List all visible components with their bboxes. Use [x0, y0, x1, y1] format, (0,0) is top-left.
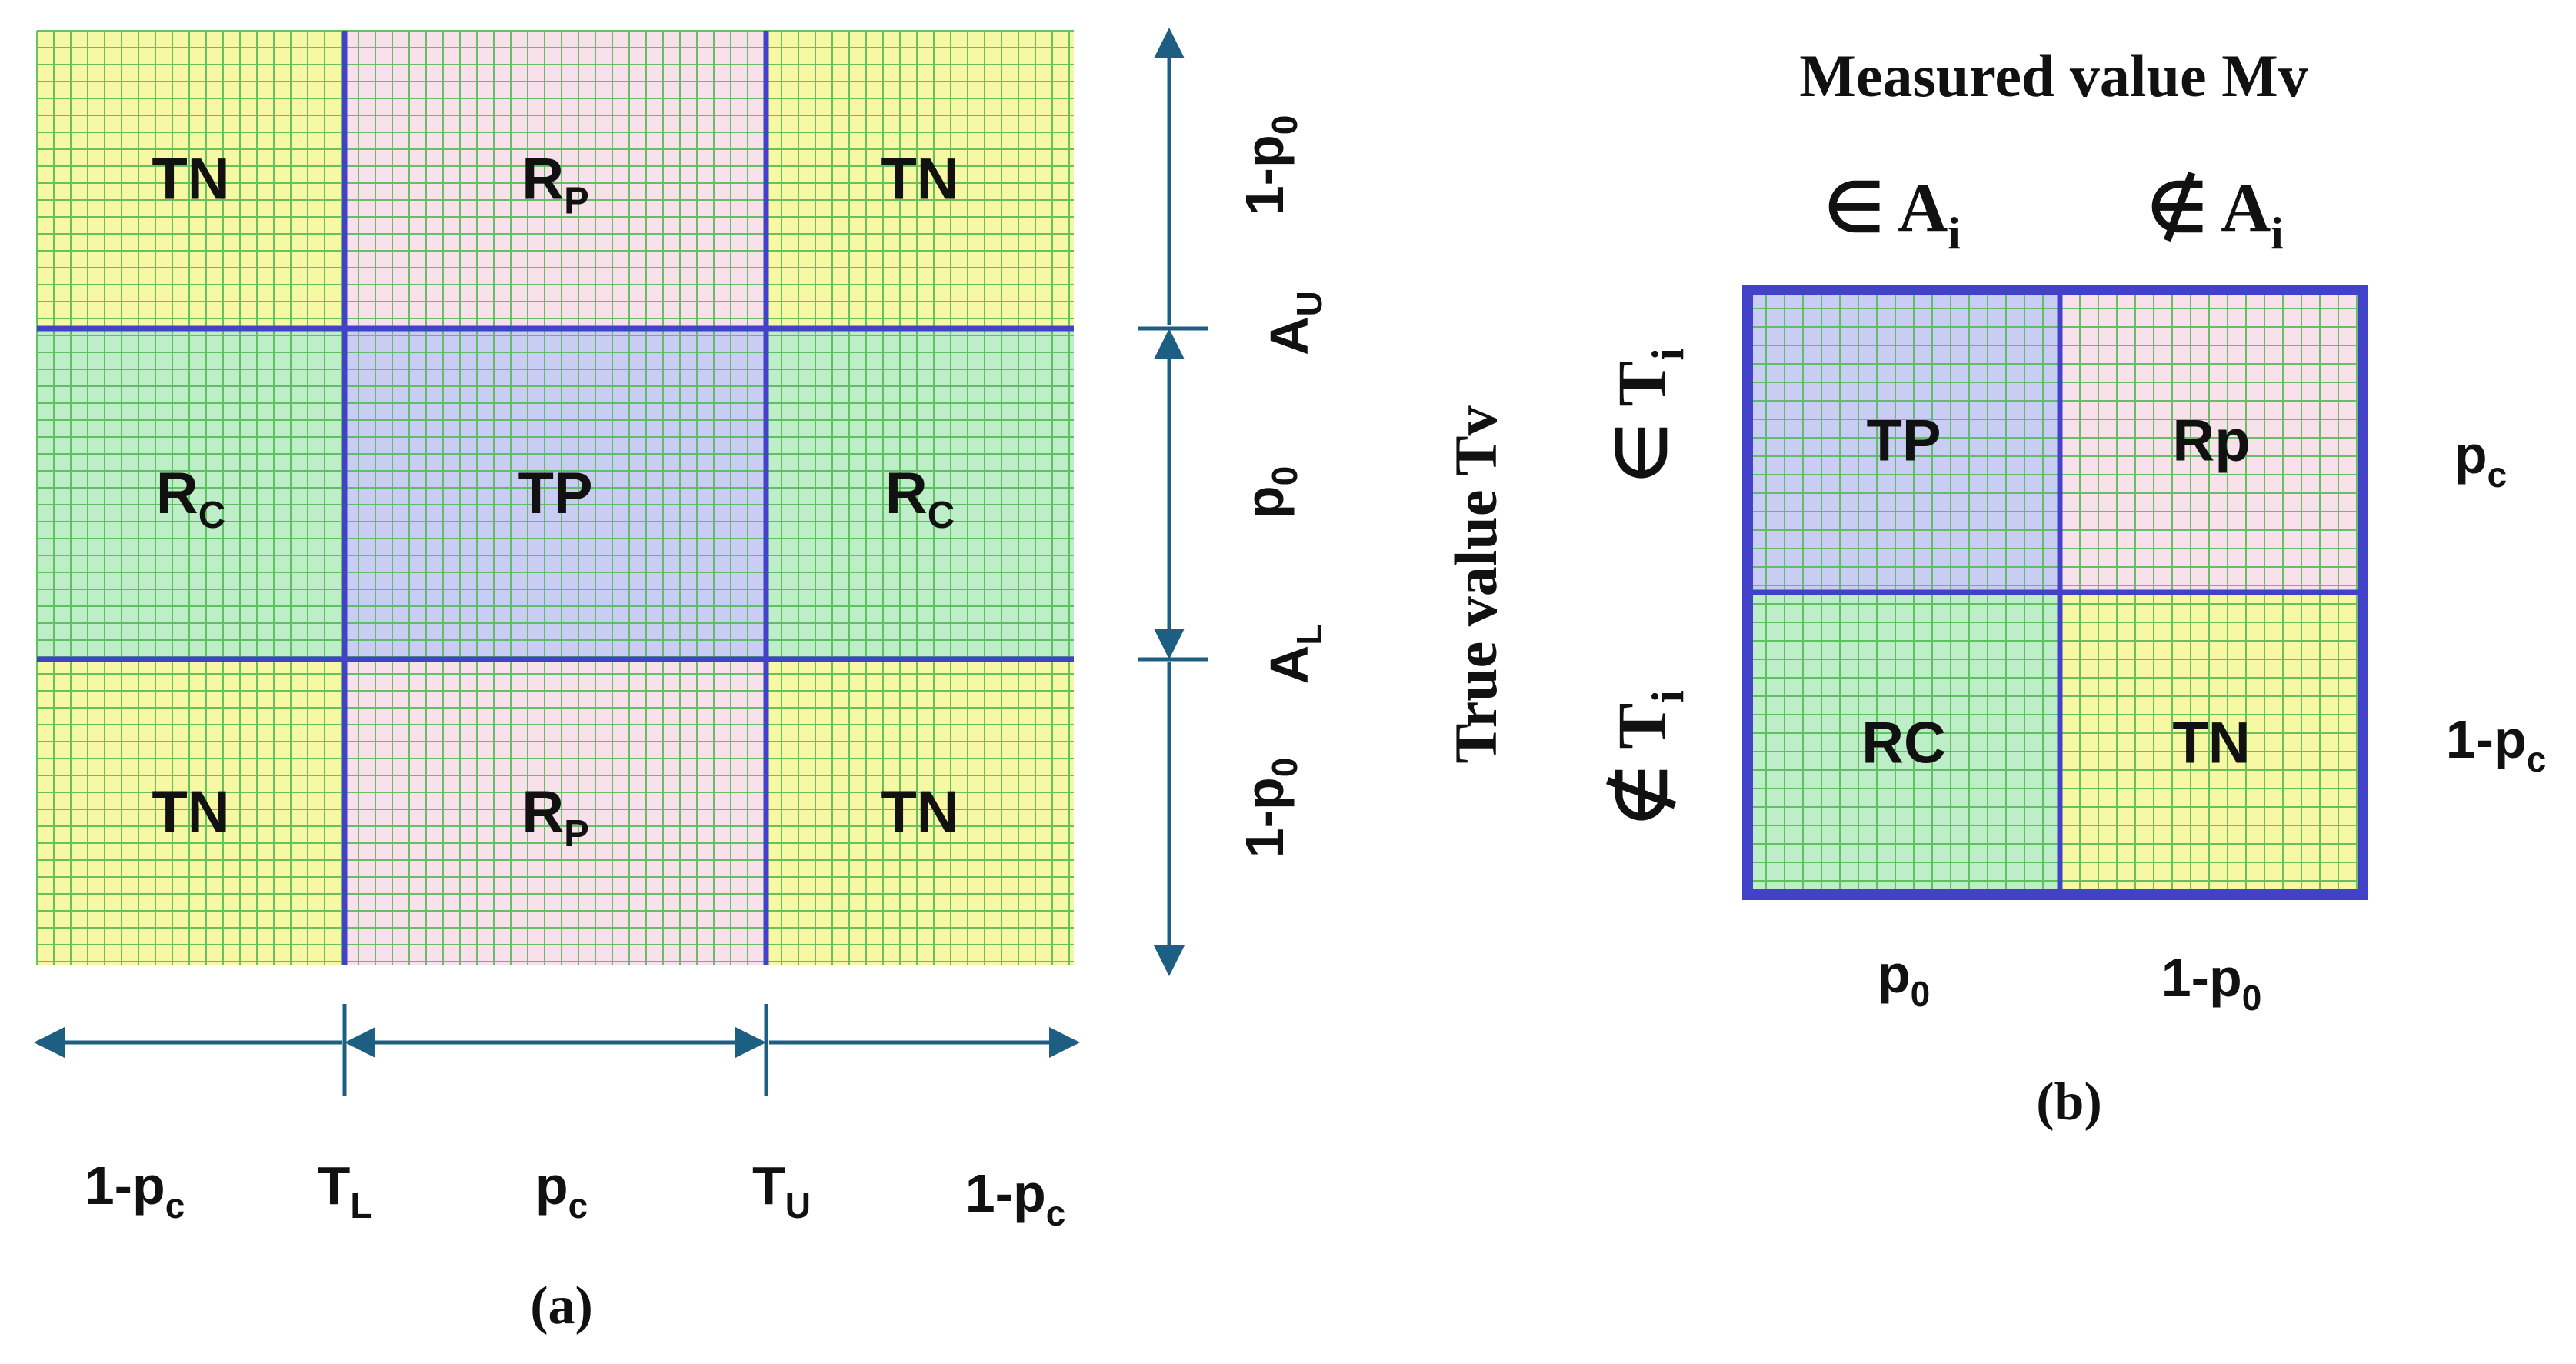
panel-a-right-axis: 1-p0 p0 1-p0 AU AL — [1138, 28, 1329, 976]
region-1-2 — [766, 328, 1074, 659]
tick-label-tu: TU — [752, 1156, 811, 1226]
bottom-label-left: 1-pc — [85, 1156, 185, 1226]
panel-a-caption: (a) — [530, 1276, 593, 1336]
region-2-1 — [345, 659, 766, 965]
row-margin-top: pc — [2454, 425, 2507, 495]
matrix-label-0-0: TP — [1866, 409, 1941, 474]
tick-label-au: AU — [1259, 291, 1329, 355]
bottom-label-middle: pc — [535, 1156, 588, 1226]
right-label-middle: p0 — [1235, 466, 1305, 519]
matrix-cell-0-1 — [2060, 290, 2363, 592]
panel-b-title: Measured value Mv — [1799, 42, 2308, 109]
panel-a-bottom-axis: 1-pc pc 1-pc TL TU — [34, 1004, 1080, 1233]
region-0-2 — [766, 31, 1074, 328]
panel-b-region-labels: TP Rp RC TN — [1861, 409, 2251, 776]
panel-a-grid — [36, 30, 1074, 965]
col-margin-left: p0 — [1878, 944, 1930, 1014]
row-margin-bottom: 1-pc — [2446, 709, 2547, 779]
matrix-label-1-0: RC — [1861, 711, 1946, 776]
panel-a-region-labels: TN RP TN RC TP RC TN RP TN — [152, 147, 958, 855]
region-label-1-0: RC — [156, 461, 225, 536]
matrix-label-0-1: Rp — [2172, 409, 2250, 474]
tick-label-tl: TL — [318, 1156, 372, 1226]
panel-b: Measured value Mv True value Tv ∈ Ai ∉ Ai… — [1442, 42, 2546, 1132]
col-header-in: ∈ Ai — [1824, 170, 1960, 258]
panel-b-caption: (b) — [2036, 1072, 2102, 1132]
right-label-top: 1-p0 — [1235, 115, 1305, 216]
matrix-label-1-1: TN — [2172, 711, 2250, 776]
right-label-bottom: 1-p0 — [1235, 758, 1305, 859]
panel-b-margin-labels: pc 1-pc p0 1-p0 — [1878, 425, 2546, 1018]
panel-b-y-title: True value Tv — [1442, 405, 1509, 763]
panel-b-dividers — [1742, 285, 2368, 900]
panel-a-dividers — [37, 31, 1074, 965]
tick-label-al: AL — [1259, 624, 1329, 685]
row-header-notin: ∉ Ti — [1605, 690, 1693, 825]
region-label-1-2: RC — [885, 461, 955, 536]
grid-lines — [36, 30, 1074, 965]
region-label-0-1: RP — [522, 147, 589, 222]
panel-b-headers: ∈ Ai ∉ Ai ∈ Ti ∉ Ti — [1605, 170, 2284, 825]
panel-a: TN RP TN RC TP RC TN RP TN 1-pc pc 1-pc TL TU 1-p0 p0… — [34, 28, 1329, 1336]
row-header-in: ∈ Ti — [1605, 348, 1693, 483]
bottom-label-right: 1-pc — [965, 1163, 1066, 1233]
col-header-notin: ∉ Ai — [2147, 170, 2283, 258]
region-2-2 — [766, 659, 1074, 965]
region-label-2-1: RP — [522, 779, 589, 855]
region-label-2-0: TN — [152, 779, 229, 845]
panel-a-regions — [37, 31, 1074, 965]
region-label-2-2: TN — [881, 779, 958, 845]
region-label-0-2: TN — [881, 147, 958, 212]
matrix-cell-0-0 — [1748, 290, 2060, 592]
region-label-0-0: TN — [152, 147, 229, 212]
col-margin-right: 1-p0 — [2161, 948, 2262, 1018]
region-1-1 — [345, 328, 766, 659]
region-label-1-1: TP — [518, 461, 592, 526]
region-0-1 — [345, 31, 766, 328]
